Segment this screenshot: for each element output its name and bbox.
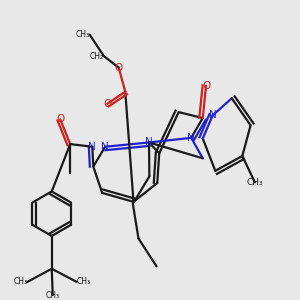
Text: CH₃: CH₃ [77,278,91,286]
Text: CH₃: CH₃ [76,30,90,39]
Text: O: O [56,114,64,124]
Text: O: O [202,81,210,91]
Text: N: N [187,133,195,143]
Text: O: O [115,63,123,73]
Text: O: O [103,99,111,109]
Text: N: N [145,137,153,148]
Text: CH₂: CH₂ [90,52,104,61]
Text: N: N [88,142,96,152]
Text: CH₃: CH₃ [247,178,263,187]
Text: CH₃: CH₃ [13,278,27,286]
Text: N: N [101,142,109,152]
Text: CH₃: CH₃ [46,291,60,300]
Text: N: N [209,110,217,120]
